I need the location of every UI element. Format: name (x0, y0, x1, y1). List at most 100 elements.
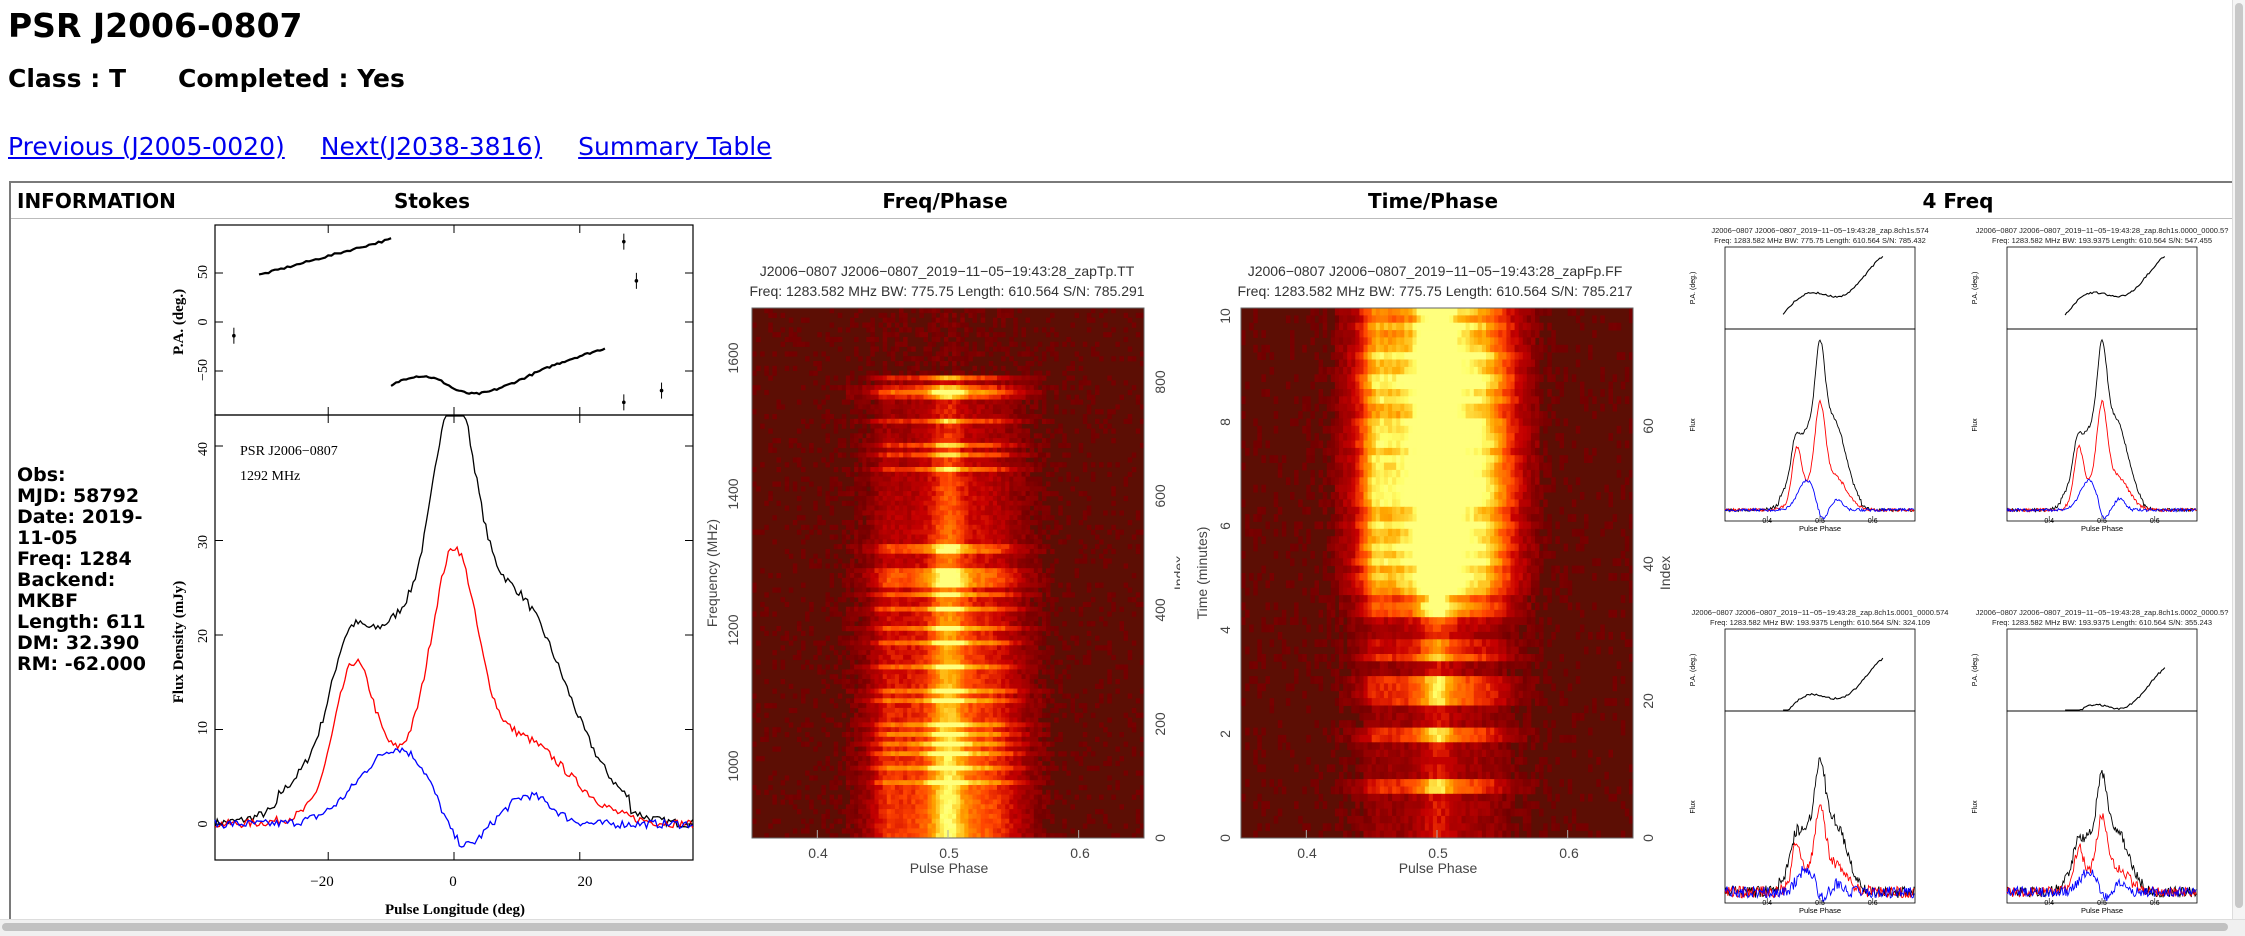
freqphase-cell (1136, 332, 1141, 337)
freqphase-cell (862, 462, 867, 467)
freqphase-cell (1026, 732, 1031, 737)
freqphase-cell (883, 607, 888, 612)
freqphase-cell (870, 674, 875, 679)
freqphase-cell (940, 583, 945, 588)
freqphase-cell (834, 751, 839, 756)
freqphase-cell (883, 674, 888, 679)
freqphase-cell (956, 467, 961, 472)
freqphase-cell (940, 592, 945, 597)
freqphase-cell (858, 501, 863, 506)
freqphase-cell (952, 482, 957, 487)
freqphase-cell (936, 751, 941, 756)
freqphase-cell (956, 592, 961, 597)
freqphase-cell (1071, 323, 1076, 328)
freqphase-cell (870, 694, 875, 699)
freqphase-cell (1001, 453, 1006, 458)
freqphase-cell (858, 621, 863, 626)
freqphase-cell (960, 747, 965, 752)
freqphase-cell (936, 549, 941, 554)
freqphase-cell (752, 713, 757, 718)
freqphase-cell (879, 390, 884, 395)
freqphase-cell (997, 602, 1002, 607)
freqphase-cell (924, 347, 929, 352)
freqphase-cell (944, 491, 949, 496)
freqphase-cell (858, 544, 863, 549)
freqphase-cell (850, 520, 855, 525)
freqphase-cell (1107, 559, 1112, 564)
freqphase-cell (1054, 631, 1059, 636)
freqphase-cell (826, 655, 831, 660)
freqphase-cell (911, 722, 916, 727)
freqphase-cell (1038, 602, 1043, 607)
freqphase-cell (883, 708, 888, 713)
freqphase-cell (879, 438, 884, 443)
freqphase-cell (915, 583, 920, 588)
freqphase-cell (911, 496, 916, 501)
col-header-information: INFORMATION (17, 189, 167, 213)
next-link[interactable]: Next(J2038-3816) (321, 132, 542, 161)
freqphase-cell (911, 694, 916, 699)
freqphase-cell (793, 457, 798, 462)
freqphase-cell (956, 347, 961, 352)
freqphase-cell (1013, 332, 1018, 337)
freqphase-cell (1026, 722, 1031, 727)
freqphase-cell (870, 747, 875, 752)
freqphase-cell (883, 395, 888, 400)
freqphase-cell (924, 539, 929, 544)
freqphase-cell (1050, 602, 1055, 607)
freqphase-cell (915, 429, 920, 434)
freqphase-cell (875, 414, 880, 419)
x-tick-m20: −20 (310, 874, 333, 890)
freqphase-cell (1017, 669, 1022, 674)
freqphase-cell (903, 376, 908, 381)
freqphase-cell (1115, 404, 1120, 409)
freqphase-cell (879, 414, 884, 419)
freqphase-cell (932, 482, 937, 487)
freqphase-cell (854, 385, 859, 390)
freqphase-cell (846, 626, 851, 631)
freqphase-cell (1038, 597, 1043, 602)
freqphase-cell (964, 385, 969, 390)
freqphase-cell (1026, 385, 1031, 390)
freqphase-cell (899, 737, 904, 742)
freqphase-cell (858, 684, 863, 689)
freqphase-cell (960, 472, 965, 477)
freqphase-cell (964, 621, 969, 626)
freqphase-cell (985, 376, 990, 381)
freqphase-cell (875, 756, 880, 761)
freqphase-cell (907, 708, 912, 713)
freqphase-cell (895, 583, 900, 588)
freqphase-cell (1022, 395, 1027, 400)
freqphase-cell (1054, 462, 1059, 467)
freqphase-cell (928, 457, 933, 462)
freqphase-cell (793, 337, 798, 342)
freqphase-cell (1099, 554, 1104, 559)
flux-tick-30: 30 (196, 535, 211, 549)
freqphase-cell (1107, 332, 1112, 337)
freqphase-cell (899, 400, 904, 405)
freqphase-cell (821, 385, 826, 390)
freqphase-cell (883, 703, 888, 708)
freqphase-cell (858, 631, 863, 636)
freqphase-cell (1087, 588, 1092, 593)
freqphase-cell (936, 429, 941, 434)
freqphase-cell (936, 539, 941, 544)
previous-link[interactable]: Previous (J2005-0020) (8, 132, 285, 161)
freqphase-cell (1083, 689, 1088, 694)
freqphase-cell (903, 337, 908, 342)
freqphase-cell (968, 559, 973, 564)
freqphase-cell (1034, 669, 1039, 674)
freqphase-cell (936, 530, 941, 535)
freqphase-cell (1013, 414, 1018, 419)
freqphase-cell (858, 626, 863, 631)
freqphase-cell (1038, 515, 1043, 520)
freqphase-cell (936, 419, 941, 424)
summary-table-link[interactable]: Summary Table (578, 132, 771, 161)
freqphase-cell (891, 448, 896, 453)
freqphase-cell (952, 535, 957, 540)
freqphase-cell (891, 573, 896, 578)
freqphase-cell (911, 655, 916, 660)
freqphase-cell (842, 563, 847, 568)
freqphase-cell (870, 727, 875, 732)
freqphase-cell (968, 703, 973, 708)
